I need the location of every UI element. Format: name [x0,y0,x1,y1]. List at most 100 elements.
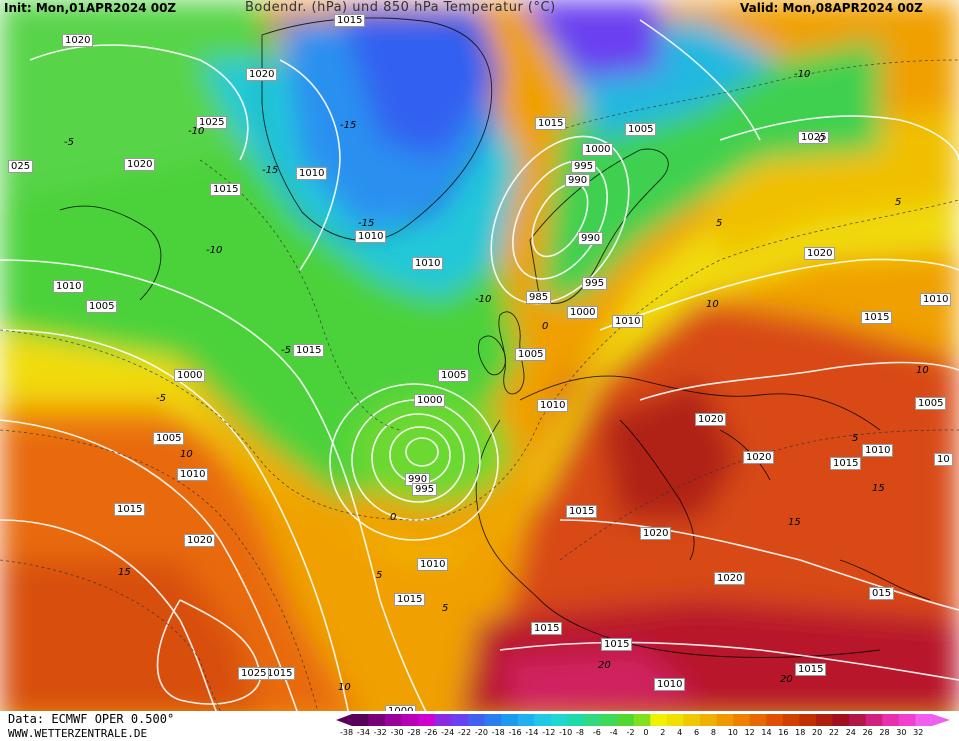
temperature-contour-label: 5 [442,603,449,614]
isobar-label: 990 [565,174,591,187]
isobar-label: 1015 [601,638,633,651]
header-bar: Init: Mon,01APR2024 00Z Bodendr. (hPa) u… [0,0,959,18]
colorbar-segment [882,714,900,726]
colorbar-tick-label: 18 [795,728,806,737]
isobar-label: 1015 [114,503,146,516]
isobar-label: 1015 [535,117,567,130]
colorbar-tick-label: -14 [525,728,539,737]
colorbar-tick-label: 10 [727,728,738,737]
temperature-contour-label: -15 [340,120,357,131]
colorbar-segment [816,714,834,726]
colorbar-segment [352,714,370,726]
colorbar-tick-label: 2 [660,728,666,737]
colorbar-segment [650,714,668,726]
temperature-contour-label: -10 [206,245,223,256]
temperature-contour-label: -10 [475,294,492,305]
colorbar-segment [501,714,519,726]
coastlines-sharp [59,17,931,658]
isobar-label: 1005 [625,123,657,136]
temperature-contour-label: 10 [338,682,351,693]
colorbar-tick-label: -24 [441,728,455,737]
colorbar-segment [733,714,751,726]
colorbar-segment [550,714,568,726]
isobar-label: 1020 [743,451,775,464]
colorbar-tick-label: -16 [508,728,522,737]
colorbar-tick-label: -4 [609,728,618,737]
isobar-label: 1015 [861,311,893,324]
isobar-label: 1000 [582,143,614,156]
isobar-label: 1015 [394,593,426,606]
isobar-label: 1010 [537,399,569,412]
colorbar-segment [617,714,635,726]
temperature-contour-label: 0 [390,512,397,523]
colorbar-segment [385,714,403,726]
isobar-label: 1010 [177,468,209,481]
isobar-label: 1020 [640,527,672,540]
isobar-label: 1005 [438,369,470,382]
colorbar-tick-label: 20 [812,728,823,737]
isobar-label: 1020 [804,247,836,260]
colorbar-segment [600,714,618,726]
colorbar-tick-label: -12 [542,728,556,737]
isobar-label: 1010 [654,678,686,691]
isobar-label: 1020 [695,413,727,426]
colorbar-tick-label: -34 [356,728,370,737]
colorbar-segment [865,714,883,726]
colorbar-segment [451,714,469,726]
isobar-label: 1020 [184,534,216,547]
colorbar-tick-label: -38 [340,728,354,737]
isobar-label: 1015 [795,663,827,676]
colorbar-tick-label: -26 [424,728,438,737]
colorbar-tick-label: -22 [458,728,472,737]
isobar-label: 1020 [62,34,94,47]
colorbar-segment [567,714,585,726]
colorbar-segment [782,714,800,726]
temperature-contour-label: 5 [852,433,859,444]
colorbar-tick-label: 4 [677,728,683,737]
isobar-label: 1010 [296,167,328,180]
colorbar-segment [832,714,850,726]
temperature-contour-label: 0 [818,134,825,145]
isobar-label: 1010 [862,444,894,457]
colorbar-segment [368,714,386,726]
colorbar-segment [468,714,486,726]
colorbar-tick-label: 30 [896,728,907,737]
colorbar-tick-label: 24 [845,728,856,737]
temperature-contour-label: -5 [156,393,166,404]
isobar-label: 1010 [920,293,952,306]
isobar-label: 1020 [714,572,746,585]
isobar-label: 1010 [412,257,444,270]
isobar-label: 1025 [196,116,228,129]
colorbar-tick-label: 6 [694,728,700,737]
isobar-label: 1010 [417,558,449,571]
isobar-label: 995 [571,160,597,173]
temperature-contour-label: -10 [188,126,205,137]
isobar-label: 1015 [531,622,563,635]
temperature-contour-label: 5 [716,218,723,229]
colorbar-tick-label: 12 [744,728,755,737]
map-title: Bodendr. (hPa) und 850 hPa Temperatur (°… [245,0,556,15]
temperature-contour-label: 0 [542,321,549,332]
temperature-contour-label: 5 [895,197,902,208]
isobar-label: 1020 [124,158,156,171]
colorbar-segment [898,714,916,726]
isobar-label: 1000 [567,306,599,319]
isobar-label: 1005 [515,348,547,361]
isobar-label: 1010 [53,280,85,293]
temperature-contour-label: -15 [358,218,375,229]
init-time: Init: Mon,01APR2024 00Z [4,1,177,15]
temperature-contour-label: 10 [706,299,719,310]
isobar-label: 1020 [246,68,278,81]
colorbar-max-arrow [932,714,950,726]
colorbar-segment [766,714,784,726]
colorbar-tick-label: 28 [879,728,890,737]
colorbar-tick-label: 16 [778,728,789,737]
isobar-label: 1005 [86,300,118,313]
isobar-label: 990 [578,232,604,245]
colorbar-segment [700,714,718,726]
colorbar-segment [418,714,436,726]
colorbar-tick-label: 22 [828,728,840,737]
colorbar-tick-label: 8 [710,728,716,737]
temperature-contour-label: 5 [376,570,383,581]
isobar-label: 1010 [355,230,387,243]
